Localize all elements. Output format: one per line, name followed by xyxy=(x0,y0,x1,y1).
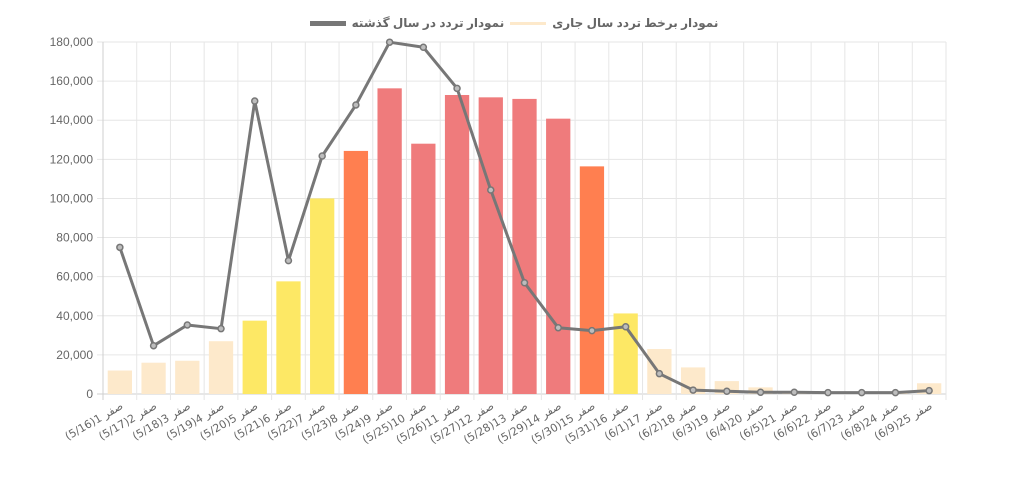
bar[interactable] xyxy=(175,360,200,394)
bar[interactable] xyxy=(276,281,301,394)
bar[interactable] xyxy=(444,94,470,395)
line-point[interactable] xyxy=(655,369,664,378)
line-series-last-year xyxy=(116,38,933,397)
chart-legend: نمودار تردد در سال گذشته نمودار برخط ترد… xyxy=(0,12,1036,34)
bar[interactable] xyxy=(141,362,166,394)
line-point[interactable] xyxy=(520,278,529,287)
y-tick-label: 140,000 xyxy=(50,113,94,127)
line-point[interactable] xyxy=(588,326,596,335)
line-point[interactable] xyxy=(116,243,124,252)
bar[interactable] xyxy=(478,97,503,394)
legend-swatch-line-icon xyxy=(309,20,346,26)
line-point[interactable] xyxy=(385,38,394,46)
line-point[interactable] xyxy=(453,84,461,93)
line-point[interactable] xyxy=(419,43,428,52)
y-tick-label: 80,000 xyxy=(56,231,93,245)
line-point[interactable] xyxy=(250,97,259,105)
grid-lines xyxy=(97,41,947,400)
bar[interactable] xyxy=(377,88,402,394)
legend-label-current-year: نمودار برخط تردد سال جاری xyxy=(552,16,719,30)
line-point[interactable] xyxy=(824,388,832,397)
line-point[interactable] xyxy=(554,323,562,332)
y-tick-label: 120,000 xyxy=(50,152,94,166)
bar[interactable] xyxy=(411,143,436,394)
y-tick-label: 20,000 xyxy=(56,348,93,362)
line-point[interactable] xyxy=(284,256,293,265)
line-point[interactable] xyxy=(891,388,900,397)
line-point[interactable] xyxy=(689,386,697,394)
bar[interactable] xyxy=(512,98,537,394)
legend-item-current-year[interactable]: نمودار برخط تردد سال جاری xyxy=(510,16,718,30)
y-tick-label: 100,000 xyxy=(50,191,94,205)
bar[interactable] xyxy=(107,370,132,394)
line-point[interactable] xyxy=(723,387,731,396)
legend-item-last-year[interactable]: نمودار تردد در سال گذشته xyxy=(309,16,505,30)
y-tick-label: 40,000 xyxy=(56,309,93,323)
y-axis: 0 20,000 40,000 60,000 80,000 100,000 120,000 1… xyxy=(50,35,94,401)
bar[interactable] xyxy=(242,320,267,394)
line-point[interactable] xyxy=(790,388,799,396)
bar[interactable] xyxy=(208,341,234,394)
line-point[interactable] xyxy=(487,186,495,194)
line-point[interactable] xyxy=(318,152,326,160)
y-tick-label: 160,000 xyxy=(50,74,94,88)
y-tick-label: 180,000 xyxy=(50,35,94,49)
bar[interactable] xyxy=(343,150,369,394)
line-point[interactable] xyxy=(621,322,630,331)
line-point[interactable] xyxy=(925,386,933,395)
legend-label-last-year: نمودار تردد در سال گذشته xyxy=(351,16,505,30)
bar[interactable] xyxy=(579,166,605,394)
x-axis: (5/16)صفر 1(5/17)صفر 2(5/18)صفر 3(5/19)ص… xyxy=(63,399,935,446)
y-tick-label: 0 xyxy=(86,387,93,401)
y-tick-label: 60,000 xyxy=(56,270,93,284)
line-point[interactable] xyxy=(756,388,765,396)
line-point[interactable] xyxy=(217,324,225,333)
line-point[interactable] xyxy=(149,341,158,350)
bar-series-current-year xyxy=(107,88,942,395)
line-point[interactable] xyxy=(857,388,866,397)
bar[interactable] xyxy=(546,118,571,394)
line-point[interactable] xyxy=(352,101,360,109)
legend-swatch-bar-icon xyxy=(510,21,547,25)
line-point[interactable] xyxy=(183,321,192,329)
bar[interactable] xyxy=(310,198,335,394)
